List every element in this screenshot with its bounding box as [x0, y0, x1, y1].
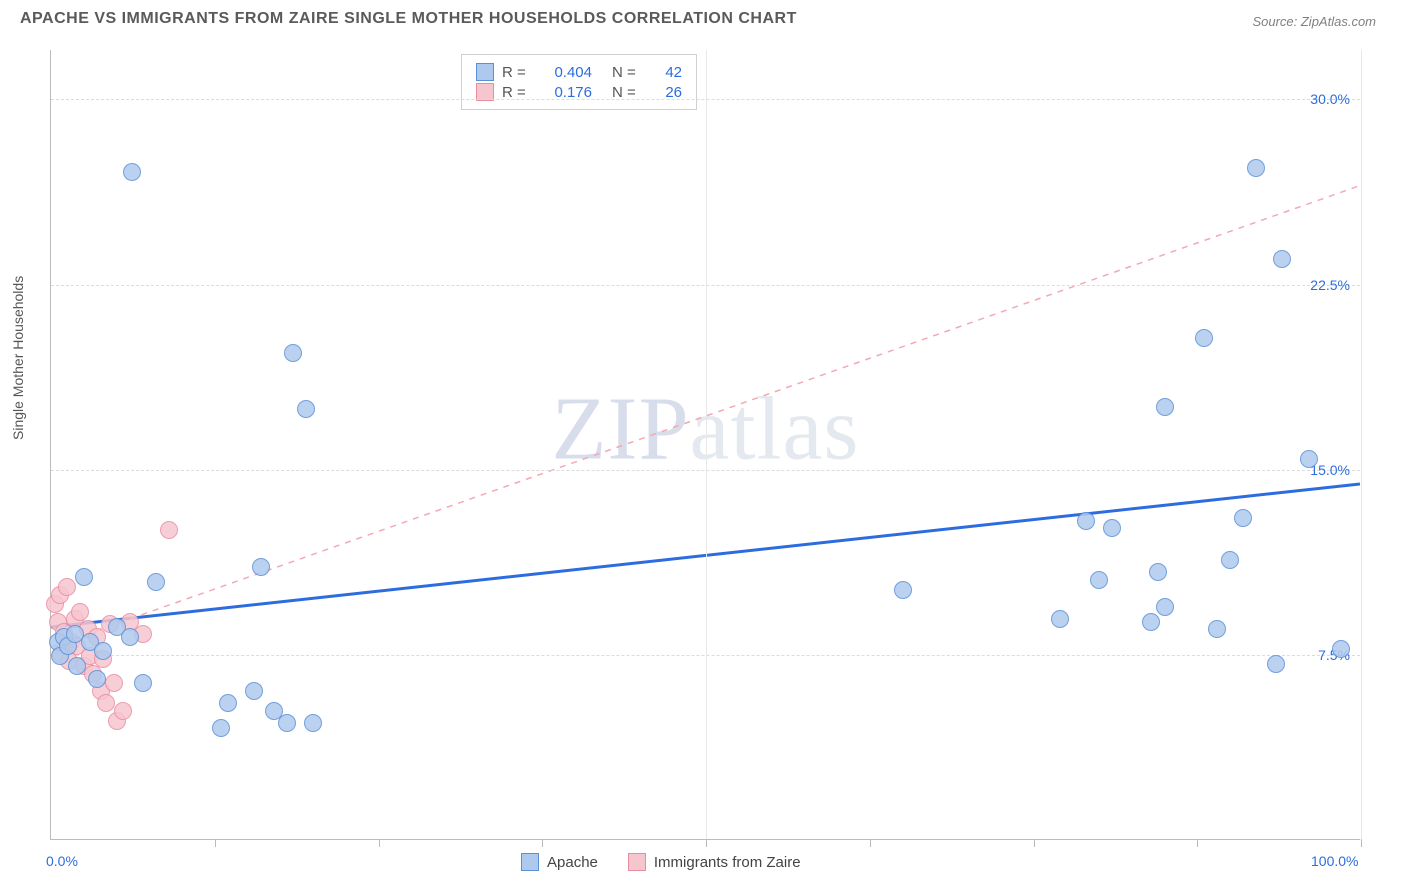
x-tick [1197, 839, 1198, 847]
data-point [1077, 512, 1095, 530]
data-point [147, 573, 165, 591]
gridline [1361, 50, 1362, 839]
data-point [284, 344, 302, 362]
legend-series-label: Immigrants from Zaire [654, 854, 801, 871]
legend-row: R = 0.176 N = 26 [476, 83, 682, 101]
series-legend: Apache Immigrants from Zaire [521, 853, 801, 871]
legend-r-value: 0.176 [542, 84, 592, 101]
x-tick [706, 839, 707, 847]
data-point [88, 670, 106, 688]
y-tick-label: 30.0% [1310, 91, 1350, 107]
data-point [1090, 571, 1108, 589]
chart-title: APACHE VS IMMIGRANTS FROM ZAIRE SINGLE M… [20, 10, 1386, 28]
x-tick [1034, 839, 1035, 847]
data-point [1247, 159, 1265, 177]
data-point [1273, 250, 1291, 268]
data-point [121, 628, 139, 646]
legend-n-value: 26 [652, 84, 682, 101]
data-point [71, 603, 89, 621]
data-point [160, 521, 178, 539]
legend-r-label: R = [502, 84, 534, 101]
gridline [706, 50, 707, 839]
data-point [68, 657, 86, 675]
legend-swatch-icon [521, 853, 539, 871]
data-point [1051, 610, 1069, 628]
legend-swatch-icon [628, 853, 646, 871]
legend-n-label: N = [612, 64, 644, 81]
data-point [894, 581, 912, 599]
data-point [1267, 655, 1285, 673]
data-point [94, 642, 112, 660]
data-point [1156, 598, 1174, 616]
data-point [219, 694, 237, 712]
data-point [58, 578, 76, 596]
x-tick-label: 100.0% [1311, 853, 1358, 869]
data-point [75, 568, 93, 586]
legend-n-label: N = [612, 84, 644, 101]
x-tick [542, 839, 543, 847]
data-point [1221, 551, 1239, 569]
data-point [97, 694, 115, 712]
legend-n-value: 42 [652, 64, 682, 81]
legend-row: R = 0.404 N = 42 [476, 63, 682, 81]
data-point [245, 682, 263, 700]
correlation-legend: R = 0.404 N = 42 R = 0.176 N = 26 [461, 54, 697, 110]
data-point [114, 702, 132, 720]
y-tick-label: 15.0% [1310, 462, 1350, 478]
legend-r-label: R = [502, 64, 534, 81]
x-tick [1361, 839, 1362, 847]
y-tick-label: 22.5% [1310, 277, 1350, 293]
data-point [1195, 329, 1213, 347]
legend-series-label: Apache [547, 854, 598, 871]
legend-swatch-icon [476, 83, 494, 101]
x-tick [215, 839, 216, 847]
data-point [297, 400, 315, 418]
data-point [1208, 620, 1226, 638]
data-point [1103, 519, 1121, 537]
data-point [123, 163, 141, 181]
legend-r-value: 0.404 [542, 64, 592, 81]
data-point [1234, 509, 1252, 527]
y-axis-label: Single Mother Households [10, 276, 26, 440]
legend-item: Immigrants from Zaire [628, 853, 801, 871]
x-tick [379, 839, 380, 847]
data-point [1156, 398, 1174, 416]
data-point [304, 714, 322, 732]
source-label: Source: ZipAtlas.com [1252, 14, 1376, 29]
data-point [212, 719, 230, 737]
legend-swatch-icon [476, 63, 494, 81]
data-point [134, 674, 152, 692]
data-point [1300, 450, 1318, 468]
data-point [1332, 640, 1350, 658]
scatter-chart: ZIPatlas R =0.404N =42R =0.176N =26 Apac… [50, 50, 1360, 840]
data-point [252, 558, 270, 576]
data-point [1149, 563, 1167, 581]
data-point [278, 714, 296, 732]
x-tick-label: 0.0% [46, 853, 78, 869]
legend-item: Apache [521, 853, 598, 871]
x-tick [870, 839, 871, 847]
data-point [1142, 613, 1160, 631]
data-point [105, 674, 123, 692]
